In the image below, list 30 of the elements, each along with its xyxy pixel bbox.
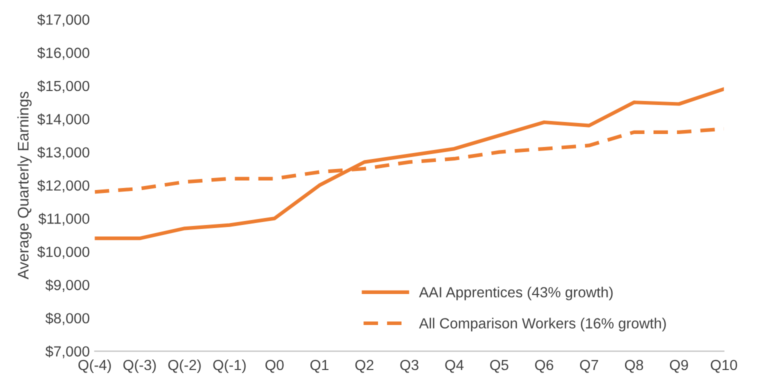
x-tick-label: Q7: [580, 360, 598, 373]
y-tick-label: $13,000: [37, 146, 90, 160]
x-tick-label: Q9: [670, 360, 688, 373]
x-tick-label: Q(-4): [78, 359, 111, 374]
y-tick-label: $14,000: [37, 113, 90, 126]
legend-label: AAI Apprentices (43% growth): [419, 286, 613, 300]
y-tick-label: $12,000: [37, 180, 90, 192]
y-axis-title: Average Quarterly Earnings: [17, 92, 32, 280]
x-tick-label: Q5: [490, 360, 508, 373]
x-tick-label: Q3: [400, 360, 418, 373]
y-tick-label: $16,000: [37, 47, 90, 60]
x-tick-label: Q8: [624, 360, 644, 373]
x-tick-label: Q2: [355, 360, 374, 373]
x-tick-label: Q0: [265, 360, 284, 373]
y-tick-label: $17,000: [37, 14, 90, 27]
y-tick-label: $7,000: [45, 346, 90, 358]
x-tick-label: Q4: [445, 360, 464, 373]
x-tick-label: Q(-3): [123, 359, 156, 374]
y-tick-label: $8,000: [45, 312, 90, 326]
x-tick-label: Q6: [535, 360, 554, 373]
x-tick-label: Q10: [710, 360, 738, 373]
line-series: [94, 87, 724, 240]
x-tick-label: Q(-1): [213, 359, 246, 374]
x-tick-label: Q1: [310, 360, 328, 373]
legend-label: All Comparison Workers (16% growth): [419, 318, 666, 332]
y-tick-label: $15,000: [37, 80, 90, 93]
y-tick-label: $10,000: [37, 246, 90, 259]
y-tick-label: $11,000: [38, 212, 90, 226]
x-tick-label: Q(-2): [168, 359, 201, 374]
y-tick-label: $9,000: [45, 279, 90, 292]
